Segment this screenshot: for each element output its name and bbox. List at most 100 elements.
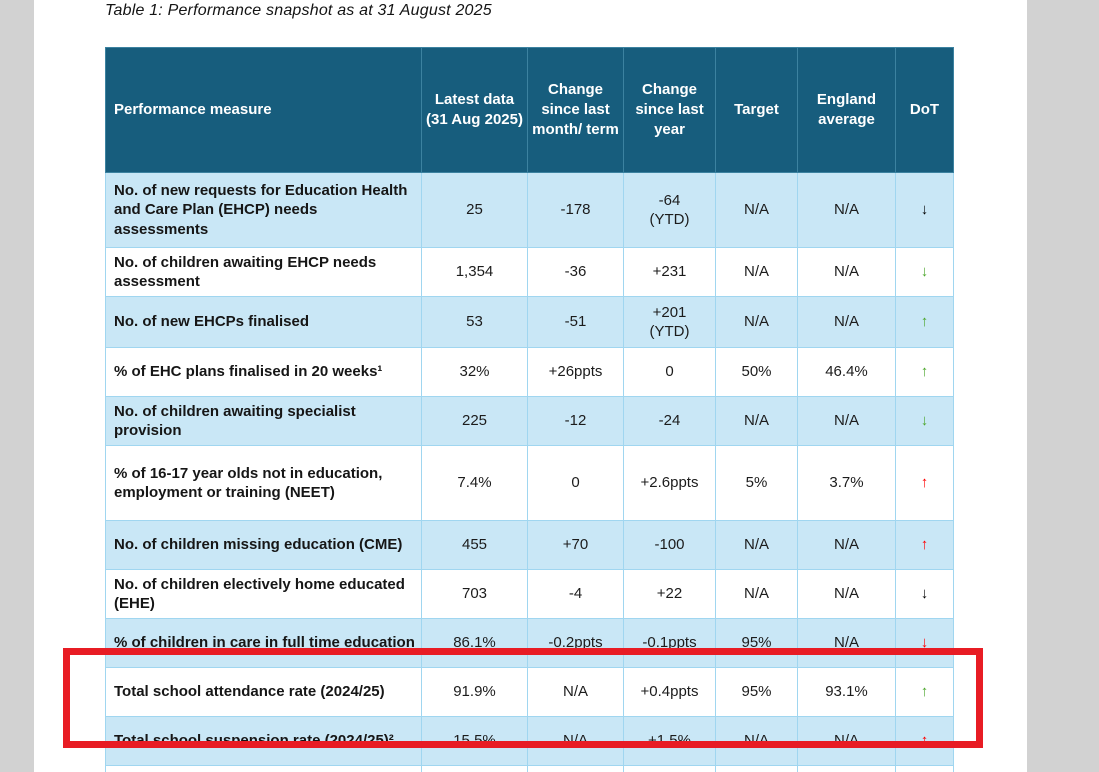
dot-arrow-icon: ↑ bbox=[895, 445, 954, 521]
change-since-year-cell: +231 bbox=[623, 247, 716, 297]
measure-cell: Total school suspension rate (2024/25)² bbox=[105, 716, 422, 766]
target-cell: N/A bbox=[715, 296, 798, 348]
change-since-year-cell bbox=[623, 765, 716, 772]
target-cell: N/A bbox=[715, 716, 798, 766]
measure-cell: No. of children awaiting specialist prov… bbox=[105, 396, 422, 446]
dot-arrow-icon bbox=[895, 765, 954, 772]
change-since-month-cell: 0 bbox=[527, 445, 624, 521]
change-since-month-cell: -0.2ppts bbox=[527, 618, 624, 668]
dot-arrow-icon: ↓ bbox=[895, 247, 954, 297]
change-since-month-cell: -178 bbox=[527, 172, 624, 248]
latest-data-cell: 7.4% bbox=[421, 445, 528, 521]
column-header-performance-measure: Performance measure bbox=[105, 47, 422, 173]
measure-cell: No. of children missing education (CME) bbox=[105, 520, 422, 570]
change-since-month-cell: -4 bbox=[527, 569, 624, 619]
measure-cell: No. of children electively home educated… bbox=[105, 569, 422, 619]
england-average-cell: N/A bbox=[797, 396, 896, 446]
change-since-year-cell: -100 bbox=[623, 520, 716, 570]
target-cell: 50% bbox=[715, 347, 798, 397]
latest-data-cell: 91.9% bbox=[421, 667, 528, 717]
latest-data-cell: 32% bbox=[421, 347, 528, 397]
target-cell: 95% bbox=[715, 618, 798, 668]
change-since-year-cell: 0 bbox=[623, 347, 716, 397]
latest-data-cell: 455 bbox=[421, 520, 528, 570]
column-header-6: DoT bbox=[895, 47, 954, 173]
change-since-month-cell bbox=[527, 765, 624, 772]
column-header-3: Change since last year bbox=[623, 47, 716, 173]
table-header-row: Performance measure Latest data (31 Aug 2… bbox=[105, 47, 954, 173]
target-cell: N/A bbox=[715, 247, 798, 297]
latest-data-cell: 1,354 bbox=[421, 247, 528, 297]
latest-data-cell: 53 bbox=[421, 296, 528, 348]
change-since-month-cell: N/A bbox=[527, 667, 624, 717]
table-row: No. of new requests for Education Health… bbox=[105, 172, 954, 248]
latest-data-cell: 86.1% bbox=[421, 618, 528, 668]
change-since-month-cell: -51 bbox=[527, 296, 624, 348]
target-cell: N/A bbox=[715, 520, 798, 570]
change-since-month-cell: +26ppts bbox=[527, 347, 624, 397]
england-average-cell: N/A bbox=[797, 520, 896, 570]
latest-data-cell: 225 bbox=[421, 396, 528, 446]
target-cell: 95% bbox=[715, 667, 798, 717]
table-row: No. of children missing education (CME) 4… bbox=[105, 520, 954, 570]
change-since-year-cell: +1.5% bbox=[623, 716, 716, 766]
dot-arrow-icon: ↑ bbox=[895, 716, 954, 766]
target-cell: 5% bbox=[715, 445, 798, 521]
column-header-4: Target bbox=[715, 47, 798, 173]
table-row: % of 16-17 year olds not in education, e… bbox=[105, 445, 954, 521]
change-since-year-cell: -24 bbox=[623, 396, 716, 446]
latest-data-cell: 703 bbox=[421, 569, 528, 619]
table-row: No. of new EHCPs finalised 53 -51 +201 (YTD… bbox=[105, 296, 954, 348]
measure-cell: No. of new EHCPs finalised bbox=[105, 296, 422, 348]
change-since-year-cell: +201 (YTD) bbox=[623, 296, 716, 348]
measure-cell bbox=[105, 765, 422, 772]
measure-cell: Total school attendance rate (2024/25) bbox=[105, 667, 422, 717]
england-average-cell: N/A bbox=[797, 172, 896, 248]
dot-arrow-icon: ↑ bbox=[895, 667, 954, 717]
target-cell: N/A bbox=[715, 172, 798, 248]
table-row: Total school suspension rate (2024/25)² 1… bbox=[105, 716, 954, 766]
change-since-year-cell: +0.4ppts bbox=[623, 667, 716, 717]
latest-data-cell: 25 bbox=[421, 172, 528, 248]
table-row: No. of children awaiting EHCP needs asse… bbox=[105, 247, 954, 297]
england-average-cell: N/A bbox=[797, 618, 896, 668]
target-cell bbox=[715, 765, 798, 772]
england-average-cell: 46.4% bbox=[797, 347, 896, 397]
column-header-2: Change since last month/ term bbox=[527, 47, 624, 173]
measure-cell: No. of new requests for Education Health… bbox=[105, 172, 422, 248]
change-since-month-cell: +70 bbox=[527, 520, 624, 570]
table-row: No. of children awaiting specialist prov… bbox=[105, 396, 954, 446]
measure-cell: % of 16-17 year olds not in education, e… bbox=[105, 445, 422, 521]
measure-cell: % of EHC plans finalised in 20 weeks¹ bbox=[105, 347, 422, 397]
latest-data-cell bbox=[421, 765, 528, 772]
england-average-cell: N/A bbox=[797, 716, 896, 766]
change-since-year-cell: +2.6ppts bbox=[623, 445, 716, 521]
document-page: Table 1: Performance snapshot as at 31 A… bbox=[34, 0, 1027, 772]
change-since-year-cell: +22 bbox=[623, 569, 716, 619]
dot-arrow-icon: ↑ bbox=[895, 520, 954, 570]
target-cell: N/A bbox=[715, 569, 798, 619]
change-since-month-cell: -12 bbox=[527, 396, 624, 446]
change-since-month-cell: -36 bbox=[527, 247, 624, 297]
change-since-month-cell: N/A bbox=[527, 716, 624, 766]
england-average-cell: N/A bbox=[797, 569, 896, 619]
measure-cell: No. of children awaiting EHCP needs asse… bbox=[105, 247, 422, 297]
dot-arrow-icon: ↓ bbox=[895, 618, 954, 668]
table-caption: Table 1: Performance snapshot as at 31 A… bbox=[105, 2, 492, 19]
column-header-1: Latest data (31 Aug 2025) bbox=[421, 47, 528, 173]
performance-snapshot-table: Performance measure Latest data (31 Aug 2… bbox=[105, 47, 954, 772]
target-cell: N/A bbox=[715, 396, 798, 446]
table-row: % of EHC plans finalised in 20 weeks¹ 32%… bbox=[105, 347, 954, 397]
column-header-5: England average bbox=[797, 47, 896, 173]
table-row: Total school attendance rate (2024/25) 91… bbox=[105, 667, 954, 717]
england-average-cell: N/A bbox=[797, 247, 896, 297]
dot-arrow-icon: ↑ bbox=[895, 347, 954, 397]
dot-arrow-icon: ↓ bbox=[895, 396, 954, 446]
change-since-year-cell: -64 (YTD) bbox=[623, 172, 716, 248]
dot-arrow-icon: ↑ bbox=[895, 296, 954, 348]
latest-data-cell: 15.5% bbox=[421, 716, 528, 766]
england-average-cell bbox=[797, 765, 896, 772]
dot-arrow-icon: ↓ bbox=[895, 569, 954, 619]
england-average-cell: 3.7% bbox=[797, 445, 896, 521]
england-average-cell: 93.1% bbox=[797, 667, 896, 717]
